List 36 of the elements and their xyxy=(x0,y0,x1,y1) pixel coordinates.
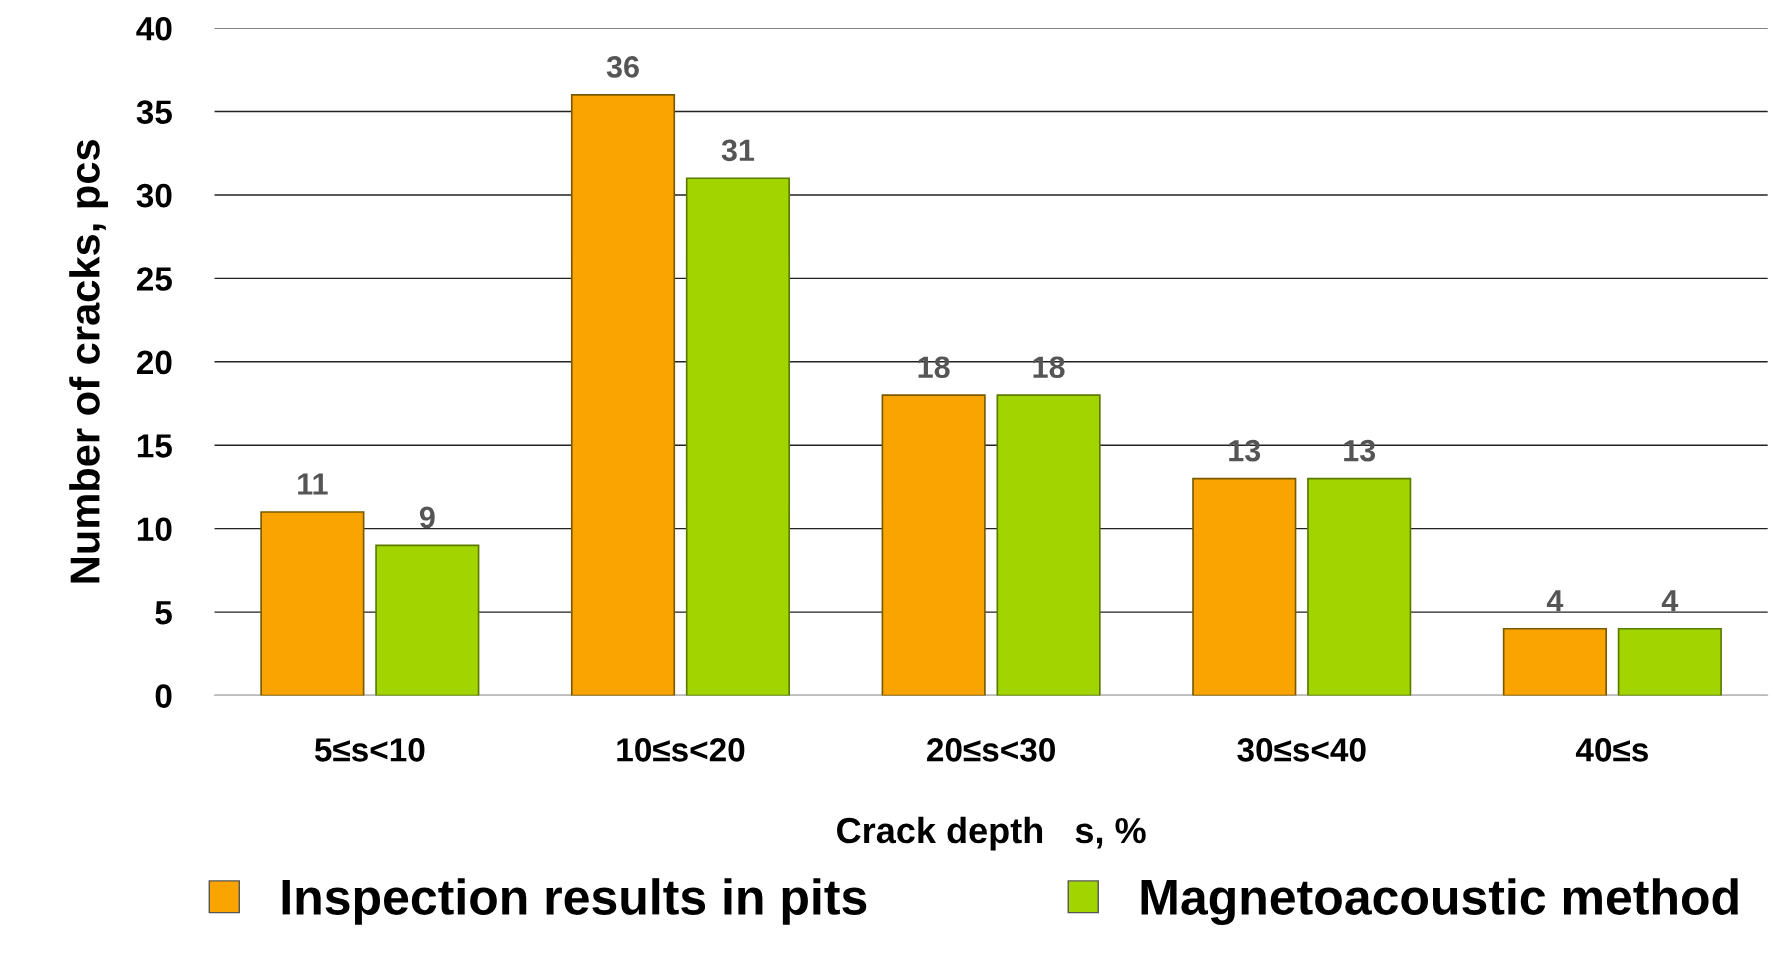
bar xyxy=(1192,477,1297,696)
data-label: 4 xyxy=(1546,590,1564,612)
legend-label: Inspection results in pits xyxy=(282,878,867,925)
bar xyxy=(685,177,791,696)
y-tick-label: 25 xyxy=(136,267,172,291)
legend-label: Magnetoacoustic method xyxy=(1141,878,1738,925)
x-tick-label: 10≤s<20 xyxy=(617,738,745,762)
bar xyxy=(375,544,480,696)
y-tick-label: 20 xyxy=(136,350,172,375)
bar xyxy=(570,94,676,696)
data-label: 4 xyxy=(1661,590,1679,612)
y-tick-label: 15 xyxy=(137,434,172,458)
data-label: 11 xyxy=(298,473,328,495)
y-tick-label: 30 xyxy=(136,183,172,208)
bar xyxy=(881,394,986,696)
y-axis-title: Number of cracks, pcs xyxy=(69,140,109,583)
y-tick-label: 35 xyxy=(136,100,172,124)
y-tick-label: 40 xyxy=(136,16,172,41)
x-axis-title: Crack depth s, % xyxy=(837,816,1146,851)
data-label: 13 xyxy=(1229,439,1261,462)
x-tick-label: 5≤s<10 xyxy=(314,738,425,762)
x-tick-label: 30≤s<40 xyxy=(1237,738,1366,762)
bar xyxy=(1502,627,1607,696)
y-tick-label: 10 xyxy=(137,517,172,542)
data-label: 31 xyxy=(721,139,755,162)
x-tick-label: 20≤s<30 xyxy=(927,738,1055,762)
y-tick-label: 0 xyxy=(155,684,172,708)
bar xyxy=(996,394,1101,696)
data-label: 13 xyxy=(1344,439,1376,462)
x-tick-label: 40≤s xyxy=(1575,738,1648,762)
bar xyxy=(1617,627,1722,696)
bar xyxy=(1307,477,1412,696)
y-tick-label: 5 xyxy=(155,601,172,625)
data-label: 36 xyxy=(606,56,639,78)
data-label: 9 xyxy=(419,506,435,529)
bar xyxy=(260,511,365,696)
